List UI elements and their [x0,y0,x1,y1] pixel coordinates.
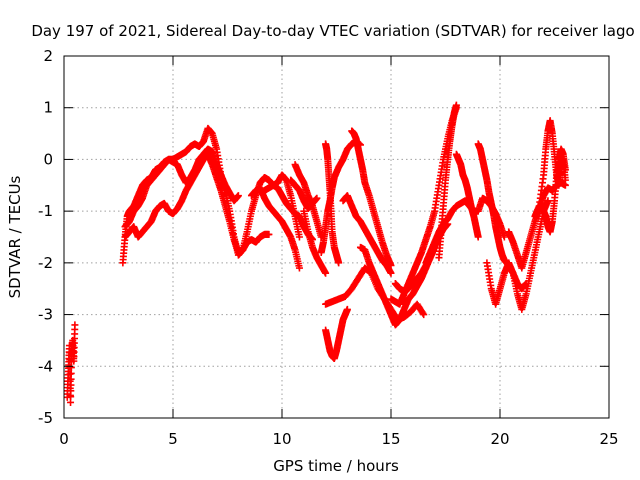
series-arc-11 [322,140,343,267]
data-point [295,233,303,241]
data-point [387,261,395,269]
axis-ticks: 0 5 10 15 20 25 -5 -4 -3 -2 -1 0 1 2 [38,47,619,448]
series-arc-8 [291,161,325,241]
y-tick-label: 2 [43,47,53,65]
data-point [500,233,508,241]
series-arc-21 [452,150,482,241]
data-point [71,321,79,329]
data-point [265,230,273,238]
y-axis-label: SDTVAR / TECUs [6,175,24,298]
data-point [313,194,321,202]
series-arc-23 [483,197,552,313]
y-tick-label: -2 [38,254,53,272]
series-arc-1 [63,321,79,406]
series-arc-5 [247,184,303,272]
series-arc-14 [339,192,395,277]
x-axis-label: GPS time / hours [273,457,399,475]
x-tick-label: 25 [599,430,618,448]
y-tick-label: 0 [43,150,53,168]
series-arc-4 [121,150,273,257]
x-tick-label: 5 [168,430,178,448]
chart-title: Day 197 of 2021, Sidereal Day-to-day VTE… [31,22,634,40]
data-points [63,101,569,406]
data-point [561,166,569,174]
data-point [474,233,482,241]
data-point [419,309,427,317]
y-tick-label: -5 [38,409,53,427]
data-point [295,264,303,272]
data-point [544,197,552,205]
y-tick-label: 1 [43,99,53,117]
data-point [234,192,242,200]
data-point [387,269,395,277]
x-tick-label: 15 [381,430,400,448]
series-arc-3 [121,145,242,231]
series-arc-26 [540,145,569,236]
data-point [452,101,460,109]
y-tick-label: -3 [38,306,53,324]
series-arc-15 [348,127,395,269]
y-tick-label: -4 [38,357,53,375]
series-arc-20 [435,101,460,262]
data-point [322,269,330,277]
series-arc-12 [322,305,351,363]
data-point [343,305,351,313]
x-tick-label: 20 [490,430,509,448]
data-point [420,311,428,319]
plot-border [63,55,610,419]
x-tick-label: 0 [59,430,69,448]
data-point [561,176,569,184]
data-point [335,259,343,267]
series-arc-9 [300,207,330,277]
x-tick-label: 10 [272,430,291,448]
y-tick-label: -1 [38,202,53,220]
